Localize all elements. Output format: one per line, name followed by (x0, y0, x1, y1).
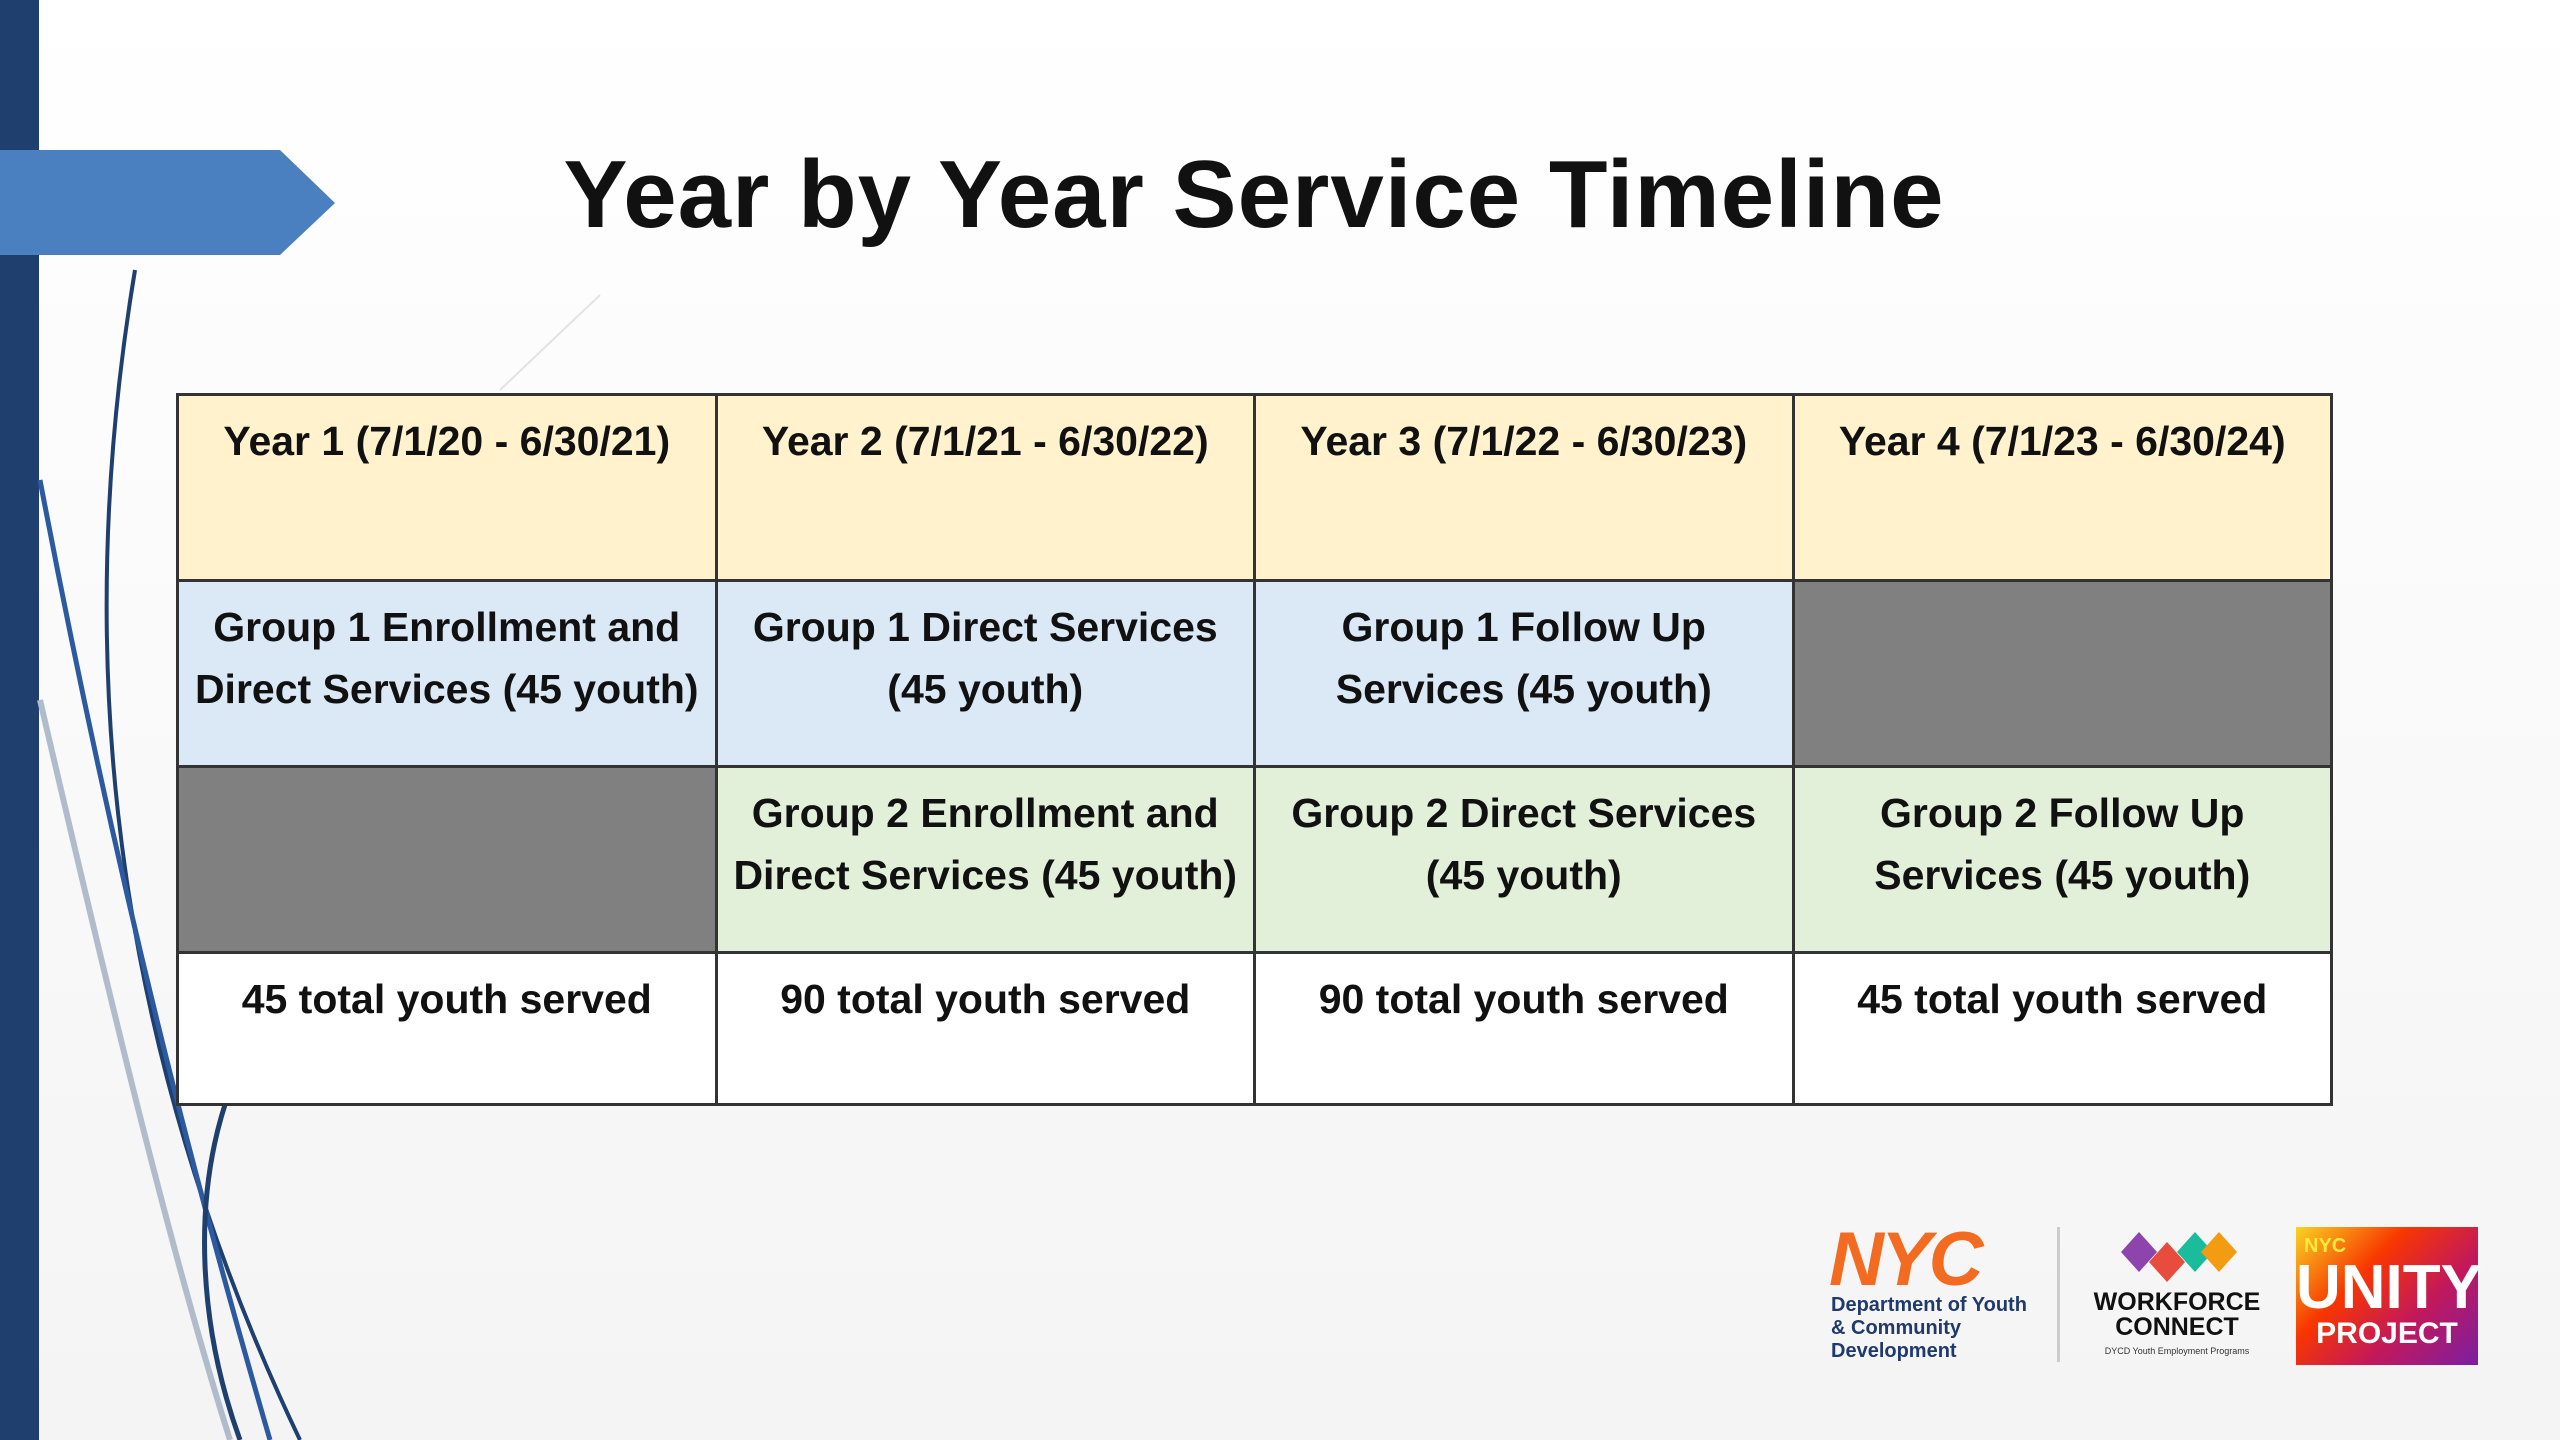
unity-logo: NYC UNITY PROJECT (2296, 1227, 2482, 1365)
unity-project: PROJECT (2316, 1317, 2458, 1350)
header-cell: Year 3 (7/1/22 - 6/30/23) (1253, 393, 1795, 582)
unity-nyc: NYC (2304, 1235, 2347, 1257)
table-cell: Group 1 Follow Up Services (45 youth) (1253, 579, 1795, 768)
empty-cell (176, 765, 718, 954)
workforce-icon (2121, 1232, 2237, 1282)
arrow (0, 150, 335, 255)
empty-cell (1791, 579, 2333, 768)
timeline-table: Year 1 (7/1/20 - 6/30/21) Year 2 (7/1/21 … (176, 393, 2333, 1106)
table-cell: 90 total youth served (714, 951, 1256, 1106)
title: Year by Year Service Timeline (563, 141, 1945, 248)
table-cell: Group 2 Follow Up Services (45 youth) (1791, 765, 2333, 954)
header-cell: Year 1 (7/1/20 - 6/30/21) (176, 393, 718, 582)
curve (37, 699, 233, 1440)
table-cell: Group 1 Enrollment and Direct Services (… (176, 579, 718, 768)
curve (37, 479, 273, 1440)
table-cell: 45 total youth served (1791, 951, 2333, 1106)
header-cell: Year 4 (7/1/23 - 6/30/24) (1791, 393, 2333, 582)
separator (2057, 1227, 2060, 1362)
curve (104, 269, 302, 1440)
table-cell: Group 2 Enrollment and Direct Services (… (714, 765, 1256, 954)
table-cell: Group 1 Direct Services (45 youth) (714, 579, 1256, 768)
table-row: Year 1 (7/1/20 - 6/30/21) Year 2 (7/1/21 … (176, 393, 2333, 582)
table-cell: 45 total youth served (176, 951, 718, 1106)
table-row: Group 2 Enrollment and Direct Services (… (176, 765, 2333, 954)
table-cell: 90 total youth served (1253, 951, 1795, 1106)
table-row: 45 total youth served 90 total youth serv… (176, 951, 2333, 1106)
logos: NYC Department of Youth & Community Deve… (1829, 1217, 2482, 1372)
header-cell: Year 2 (7/1/21 - 6/30/22) (714, 393, 1256, 582)
curve (202, 1089, 243, 1440)
curve (499, 294, 601, 391)
workforce-logo: WORKFORCE CONNECT (2093, 1288, 2261, 1341)
table-row: Group 1 Enrollment and Direct Services (… (176, 579, 2333, 768)
table-cell: Group 2 Direct Services (45 youth) (1253, 765, 1795, 954)
nyc-logo: NYC (1829, 1217, 1983, 1302)
dycd-text: Department of Youth & Community Developm… (1831, 1294, 2027, 1362)
workforce-subtitle: DYCD Youth Employment Programs (2104, 1346, 2250, 1356)
unity-word: UNITY (2296, 1253, 2482, 1322)
